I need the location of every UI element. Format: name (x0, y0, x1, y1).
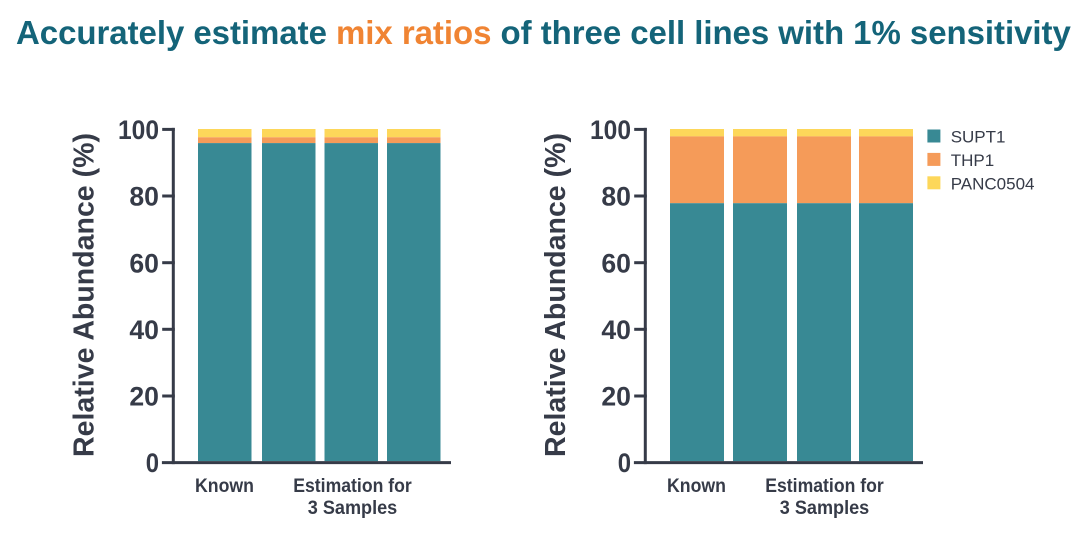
svg-text:Known: Known (195, 476, 254, 497)
svg-text:60: 60 (129, 248, 159, 278)
svg-text:20: 20 (601, 382, 631, 412)
svg-text:40: 40 (129, 315, 159, 345)
svg-text:THP1: THP1 (951, 151, 994, 170)
svg-text:Relative Abundance (%): Relative Abundance (%) (69, 133, 101, 457)
svg-text:3 Samples: 3 Samples (308, 498, 398, 519)
svg-text:Known: Known (667, 476, 726, 497)
svg-text:100: 100 (118, 115, 159, 145)
svg-text:Estimation for: Estimation for (765, 476, 884, 497)
svg-text:80: 80 (129, 182, 159, 212)
svg-text:0: 0 (618, 448, 631, 478)
svg-text:PANC0504: PANC0504 (951, 174, 1035, 193)
svg-text:100: 100 (590, 115, 631, 145)
svg-text:80: 80 (601, 182, 631, 212)
svg-text:Estimation for: Estimation for (293, 476, 412, 497)
svg-text:Relative Abundance (%): Relative Abundance (%) (540, 133, 572, 457)
svg-text:20: 20 (129, 382, 159, 412)
svg-text:3 Samples: 3 Samples (780, 498, 870, 519)
svg-text:SUPT1: SUPT1 (951, 128, 1006, 147)
svg-text:40: 40 (601, 315, 631, 345)
svg-text:60: 60 (601, 248, 631, 278)
svg-text:0: 0 (146, 448, 159, 478)
